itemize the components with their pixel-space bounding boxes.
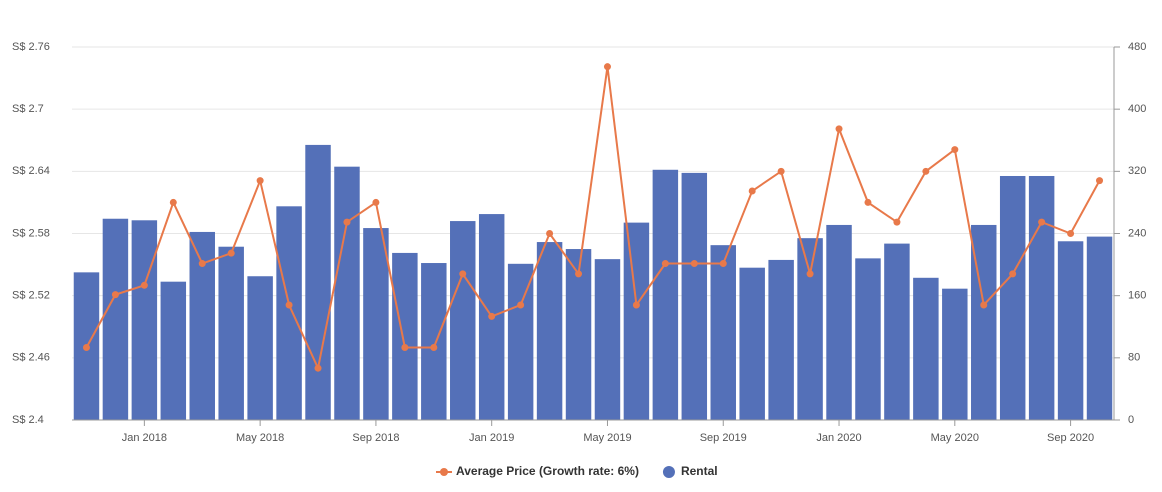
- y-tick-label: S$ 2.4: [12, 414, 44, 426]
- bar: [160, 281, 187, 420]
- point: [661, 260, 669, 268]
- point: [1096, 177, 1104, 185]
- point: [806, 270, 814, 278]
- legend-marker: [662, 466, 675, 478]
- bar: [218, 246, 244, 420]
- bar: [913, 277, 939, 420]
- point: [227, 249, 235, 257]
- bar: [681, 172, 708, 420]
- bar: [305, 144, 331, 420]
- point: [459, 270, 467, 278]
- point: [777, 167, 785, 175]
- x-tick-label: Sep 2019: [700, 432, 747, 444]
- point: [575, 270, 583, 278]
- y2-tick-label: 160: [1128, 290, 1146, 302]
- point: [893, 218, 901, 226]
- point: [401, 343, 409, 351]
- line: [85, 66, 1101, 372]
- x-tick-label: Sep 2018: [352, 432, 399, 444]
- bar: [1086, 236, 1113, 420]
- point: [1038, 218, 1046, 226]
- point: [140, 281, 148, 289]
- bar: [826, 224, 852, 420]
- bar: [102, 218, 129, 420]
- y2-tick-label: 240: [1128, 227, 1146, 239]
- point: [343, 218, 351, 226]
- point: [835, 125, 843, 133]
- point: [430, 343, 438, 351]
- bar: [999, 175, 1026, 420]
- bar: [710, 245, 736, 420]
- bar: [855, 258, 881, 420]
- bar: [1028, 175, 1055, 420]
- y-tick-label: S$ 2.76: [12, 41, 50, 53]
- bar: [797, 238, 823, 420]
- point: [922, 167, 930, 175]
- bar: [884, 243, 910, 420]
- x-tick-label: May 2020: [931, 432, 979, 444]
- y2-tick-label: 80: [1128, 352, 1140, 364]
- y-tick-label: S$ 2.58: [12, 227, 50, 239]
- point: [285, 301, 293, 309]
- bar: [623, 222, 650, 420]
- point: [951, 146, 959, 154]
- bar: [392, 252, 418, 420]
- point: [632, 301, 640, 309]
- bar: [565, 249, 592, 420]
- x-tick-label: Sep 2020: [1047, 432, 1094, 444]
- bar: [1057, 241, 1084, 420]
- point: [517, 301, 525, 309]
- y2-tick-label: 320: [1128, 165, 1146, 177]
- point: [864, 198, 872, 206]
- y2-tick-label: 400: [1128, 103, 1146, 115]
- point: [169, 198, 177, 206]
- bar: [942, 288, 968, 420]
- point: [82, 343, 90, 351]
- point: [111, 291, 119, 299]
- bar: [131, 220, 158, 420]
- x-tick-label: Jan 2018: [122, 432, 167, 444]
- point: [603, 63, 611, 71]
- y2-tick-label: 0: [1128, 414, 1134, 426]
- x-tick-label: Jan 2020: [816, 432, 861, 444]
- bar: [450, 221, 476, 420]
- bar: [507, 263, 534, 420]
- bar: [739, 267, 765, 420]
- point: [1009, 270, 1017, 278]
- bar: [363, 228, 389, 420]
- point: [314, 364, 322, 372]
- legend: Average Price (Growth rate: 6%) Rental: [436, 464, 718, 478]
- y2-tick-label: 480: [1128, 41, 1146, 53]
- point: [980, 301, 988, 309]
- bar: [421, 263, 447, 420]
- point: [256, 177, 264, 185]
- bar: [247, 276, 273, 420]
- point: [488, 312, 496, 320]
- bar: [334, 166, 360, 420]
- legend-label: Rental: [681, 464, 718, 478]
- legend-label: Average Price (Growth rate: 6%): [456, 464, 639, 478]
- bar: [652, 169, 679, 420]
- point: [719, 260, 727, 268]
- legend-marker: [440, 468, 448, 476]
- point: [1067, 230, 1075, 237]
- x-tick-label: May 2018: [236, 432, 284, 444]
- point: [198, 260, 206, 268]
- y-tick-label: S$ 2.7: [12, 103, 44, 115]
- point: [372, 198, 380, 206]
- bar: [594, 259, 621, 420]
- y-tick-label: S$ 2.52: [12, 290, 50, 302]
- point: [546, 230, 554, 237]
- y-tick-label: S$ 2.64: [12, 165, 50, 177]
- y-tick-label: S$ 2.46: [12, 352, 50, 364]
- point: [690, 260, 698, 268]
- x-tick-label: May 2019: [583, 432, 631, 444]
- bar: [276, 206, 302, 420]
- x-tick-label: Jan 2019: [469, 432, 514, 444]
- bar: [768, 259, 794, 420]
- point: [748, 187, 756, 195]
- bar: [536, 242, 563, 420]
